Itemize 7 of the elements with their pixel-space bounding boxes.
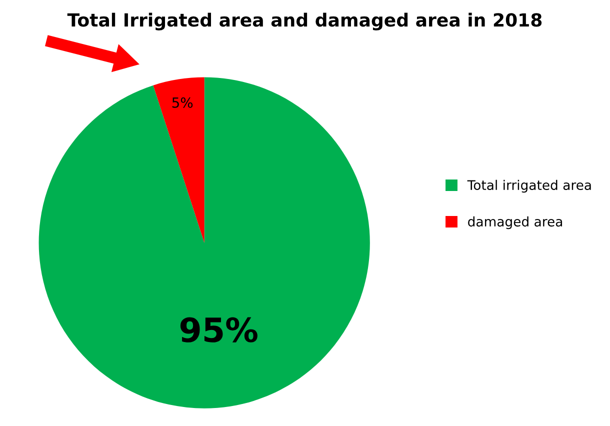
data-label: 95% [180,317,258,342]
legend-label: damaged area [468,216,562,230]
pie-slice [153,77,204,243]
legend-label: Total irrigated area [467,180,591,193]
pie-slice [38,77,370,408]
data-label: 5% [172,97,193,108]
chart-title: Total Irrigated area and damaged area in 2018 [67,12,542,30]
